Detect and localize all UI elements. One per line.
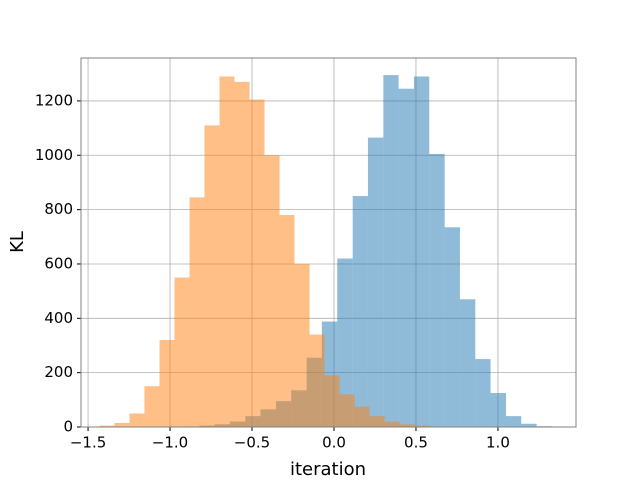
y-axis-label: KL [7,231,28,253]
histogram-bar [204,125,220,428]
histogram-bar [294,263,310,427]
histogram-bar [129,413,145,427]
histogram-bar [249,99,265,427]
histogram-bar [189,197,205,427]
x-tick-label: −0.5 [234,434,270,452]
histogram-bar [475,359,491,427]
histogram-bar [234,81,250,428]
y-tick-label: 400 [44,309,73,327]
y-tick-label: 800 [44,200,73,218]
y-tick-label: 1000 [35,146,73,164]
histogram-bar [398,88,415,427]
histogram-bar [339,394,355,427]
histogram-bar [354,406,370,427]
y-tick-label: 200 [44,363,73,381]
histogram-bar [144,386,160,427]
histogram-bar [174,277,190,427]
histogram-bar [505,416,522,427]
histogram-bar [414,76,430,427]
x-tick-label: 0.0 [322,434,346,452]
histogram-bar [309,334,325,427]
histogram-bar [429,153,445,427]
histogram-bar [324,375,340,427]
histogram-bar [369,416,385,427]
y-tick-label: 1200 [35,91,73,109]
x-tick-label: −1.5 [70,434,106,452]
plot-frame [80,57,577,428]
y-tick-label: 0 [63,418,73,436]
histogram-bar [367,137,384,427]
histogram-bar [264,155,280,428]
y-tick-label: 600 [44,254,73,272]
x-axis-label: iteration [290,459,366,480]
histogram-bar [399,424,415,427]
histogram-bar [352,196,368,427]
histogram-bar [383,75,399,427]
histogram-bar [444,227,460,427]
histogram-bar [337,258,353,427]
histogram-bar [219,76,235,427]
histogram-bar [459,299,476,427]
x-tick-label: 1.0 [486,434,510,452]
histogram-bar [159,340,175,427]
histogram-bar [384,421,400,427]
histogram-bar [521,423,537,427]
histogram-bar [114,422,130,427]
histogram-bar [414,425,430,427]
histogram-bar [279,215,295,427]
histogram-bar [490,393,506,427]
x-tick-label: 0.5 [404,434,428,452]
x-tick-label: −1.0 [152,434,188,452]
histogram-bar [99,425,115,427]
